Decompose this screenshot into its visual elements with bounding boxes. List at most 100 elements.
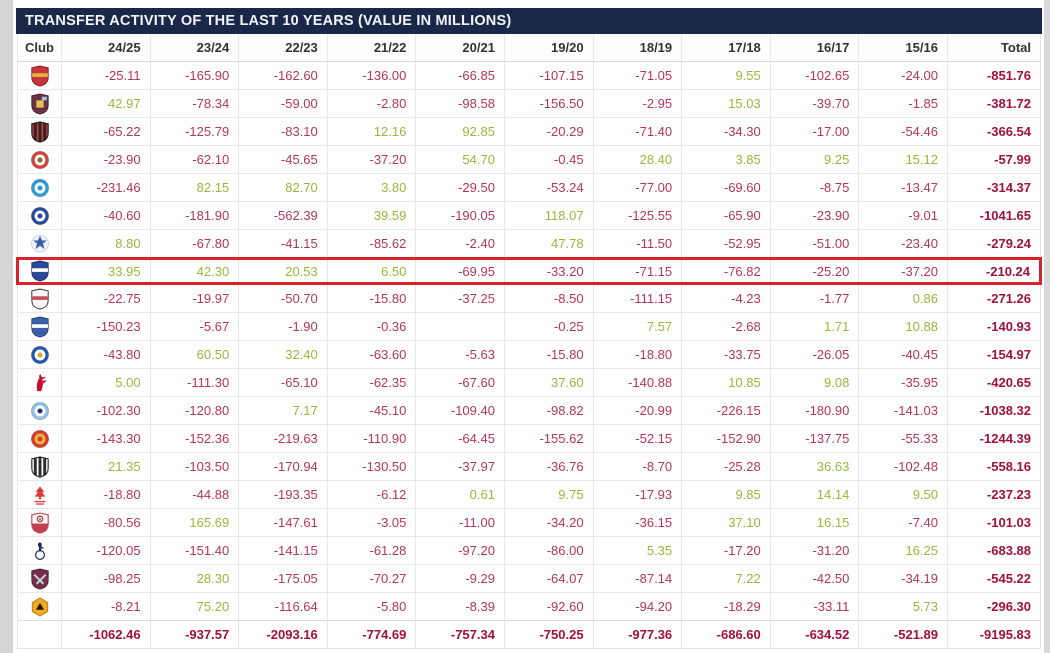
value-cell: -17.20 [681,536,771,565]
value-cell: 9.75 [503,480,594,509]
newcastle-crest-icon[interactable] [17,452,62,481]
value-cell: -66.85 [415,61,505,90]
value-cell: -64.07 [503,564,594,593]
table-title: TRANSFER ACTIVITY OF THE LAST 10 YEARS (… [16,8,1042,34]
table-row: -80.56 165.69 -147.61 -3.05 -11.00 -34.20 -36.… [17,508,1041,537]
value-cell: 5.00 [61,368,151,397]
liverpool-crest-icon[interactable] [17,368,62,397]
southampton-crest-icon[interactable] [17,508,62,537]
value-cell: -152.90 [681,424,771,453]
value-cell: -59.00 [238,89,328,118]
west-ham-crest-icon[interactable] [17,564,62,593]
value-cell: 6.50 [326,257,416,285]
table-row: 8.80 -67.80 -41.15 -85.62 -2.40 47.78 -11.50 -5… [17,229,1041,259]
everton-crest-icon[interactable] [16,257,62,285]
value-cell: -34.20 [503,508,594,537]
chelsea-crest-icon[interactable] [17,201,62,230]
total-cell: -154.97 [947,340,1041,369]
column-total-cell: -750.25 [503,620,594,649]
bournemouth-crest-icon[interactable] [17,117,62,146]
table-body: -25.11 -165.90 -162.60 -136.00 -66.85 -107.15… [16,61,1042,621]
value-cell: -36.76 [503,452,594,481]
leicester-crest-icon[interactable] [17,340,62,369]
value-cell: -5.80 [326,592,416,621]
value-cell: -0.36 [326,312,416,341]
value-cell: -141.03 [858,396,948,425]
value-cell: -62.10 [149,145,239,174]
value-cell: -15.80 [326,283,416,313]
value-cell: 0.86 [858,283,948,313]
brighton-crest-icon[interactable] [17,173,62,202]
table-row: -98.25 28.30 -175.05 -70.27 -9.29 -64.07 -87.1… [17,564,1041,593]
table-row: -65.22 -125.79 -83.10 12.16 92.85 -20.29 -71.4… [17,117,1041,146]
totals-row: -1062.46 -937.57 -2093.16 -774.69 -757.34 -75… [17,620,1041,649]
wolves-crest-icon[interactable] [17,592,62,621]
value-cell: -26.05 [769,340,859,369]
fulham-crest-icon[interactable] [17,283,62,313]
value-cell: -147.61 [238,508,328,537]
value-cell: -35.95 [858,368,948,397]
total-cell: -420.65 [947,368,1041,397]
value-cell: -5.63 [415,340,505,369]
value-cell: 9.50 [858,480,948,509]
value-cell: -7.40 [858,508,948,537]
table-row: 5.00 -111.30 -65.10 -62.35 -67.60 37.60 -140.8… [17,368,1041,397]
total-cell: -210.24 [947,257,1042,285]
total-cell: -1041.65 [947,201,1041,230]
value-cell: -69.60 [681,173,771,202]
value-cell: -231.46 [61,173,151,202]
column-total-cell: -977.36 [592,620,682,649]
nottingham-forest-crest-icon[interactable] [17,480,62,509]
brentford-crest-icon[interactable] [17,145,62,174]
value-cell: -175.05 [238,564,328,593]
aston-villa-crest-icon[interactable] [17,89,62,118]
value-cell: -181.90 [149,201,239,230]
value-cell: 12.16 [326,117,416,146]
value-cell: -162.60 [238,61,328,90]
value-cell: -50.70 [238,283,328,313]
value-cell: 60.50 [149,340,239,369]
value-cell: -110.90 [326,424,416,453]
table-row: -18.80 -44.88 -193.35 -6.12 0.61 9.75 -17.93 9.… [17,480,1041,509]
value-cell: -97.20 [415,536,505,565]
column-total-cell: -634.52 [769,620,859,649]
table-row: -23.90 -62.10 -45.65 -37.20 54.70 -0.45 28.40 3… [17,145,1041,174]
total-cell: -296.30 [947,592,1041,621]
transfer-activity-table: Club 24/25 23/24 22/23 21/22 20/21 19/20 18/19 1… [16,34,1042,649]
table-row: -8.21 75.20 -116.64 -5.80 -8.39 -92.60 -94.20-… [17,592,1041,621]
value-cell: 3.85 [681,145,771,174]
value-cell: 28.40 [592,145,682,174]
man-city-crest-icon[interactable] [17,396,62,425]
value-cell: -150.23 [61,312,151,341]
value-cell: 20.53 [238,257,328,285]
ipswich-crest-icon[interactable] [17,312,62,341]
value-cell: -180.90 [769,396,859,425]
value-cell: -33.11 [769,592,859,621]
value-cell: 37.10 [681,508,771,537]
value-cell: -562.39 [238,201,328,230]
value-cell: 14.14 [769,480,859,509]
man-united-crest-icon[interactable] [17,424,62,453]
column-total-cell: -757.34 [415,620,505,649]
value-cell: 15.12 [858,145,948,174]
tottenham-crest-icon[interactable] [17,536,62,565]
value-cell: -65.90 [681,201,771,230]
column-total-cell: -686.60 [681,620,771,649]
column-header-club: Club [17,34,62,62]
value-cell: 54.70 [415,145,505,174]
crystal-palace-crest-icon[interactable] [17,229,62,259]
value-cell: -18.80 [592,340,682,369]
value-cell: -40.60 [61,201,151,230]
value-cell: -69.95 [415,257,505,285]
column-header: 22/23 [238,34,328,62]
arsenal-crest-icon[interactable] [17,61,62,90]
column-header: 20/21 [415,34,505,62]
value-cell: -87.14 [592,564,682,593]
value-cell: -226.15 [681,396,771,425]
value-cell: -36.15 [592,508,682,537]
value-cell: -34.30 [681,117,771,146]
value-cell: -107.15 [503,61,594,90]
value-cell: -2.95 [592,89,682,118]
value-cell: 16.15 [769,508,859,537]
value-cell: -170.94 [238,452,328,481]
